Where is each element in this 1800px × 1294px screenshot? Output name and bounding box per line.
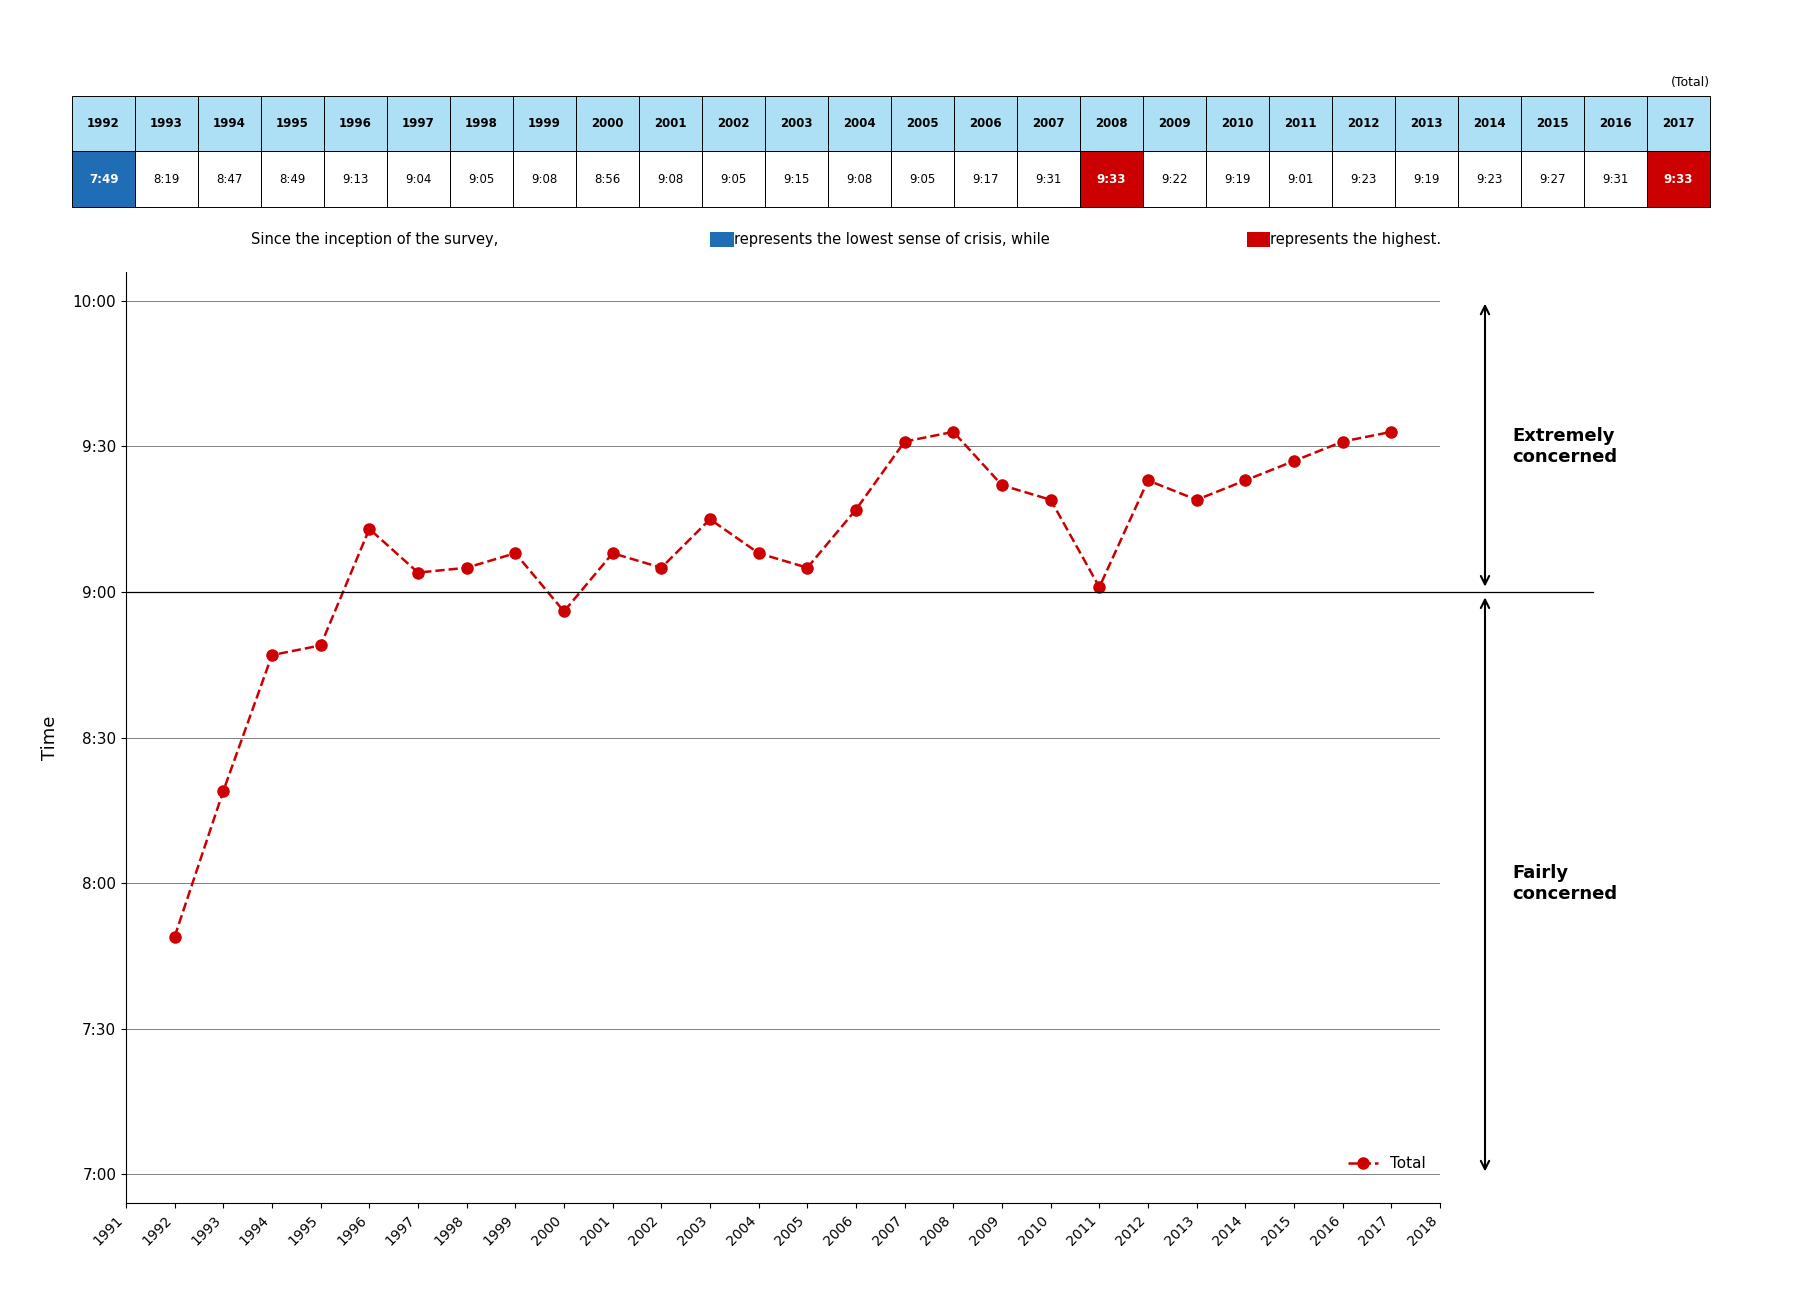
- Text: 2000: 2000: [590, 116, 625, 131]
- Text: 1995: 1995: [275, 116, 310, 131]
- Text: (Total): (Total): [1670, 76, 1710, 89]
- Text: 9:01: 9:01: [1287, 172, 1314, 186]
- Text: 1992: 1992: [86, 116, 121, 131]
- Text: 9:08: 9:08: [846, 172, 873, 186]
- Text: 9:33: 9:33: [1096, 172, 1127, 186]
- Text: 9:23: 9:23: [1350, 172, 1377, 186]
- Text: represents the lowest sense of crisis, while: represents the lowest sense of crisis, w…: [734, 232, 1049, 247]
- Text: 9:08: 9:08: [657, 172, 684, 186]
- Text: 2007: 2007: [1031, 116, 1066, 131]
- Text: 2013: 2013: [1409, 116, 1444, 131]
- Text: 9:05: 9:05: [468, 172, 495, 186]
- Text: 1999: 1999: [527, 116, 562, 131]
- Text: 2009: 2009: [1157, 116, 1192, 131]
- Text: 2004: 2004: [842, 116, 877, 131]
- Text: 2012: 2012: [1346, 116, 1381, 131]
- Text: 2014: 2014: [1472, 116, 1507, 131]
- Text: 2010: 2010: [1220, 116, 1255, 131]
- Text: 2006: 2006: [968, 116, 1003, 131]
- Text: 9:05: 9:05: [720, 172, 747, 186]
- Text: 7:49: 7:49: [88, 172, 119, 186]
- Text: represents the highest.: represents the highest.: [1271, 232, 1442, 247]
- Text: 1993: 1993: [149, 116, 184, 131]
- Text: 8:49: 8:49: [279, 172, 306, 186]
- Text: 2003: 2003: [779, 116, 814, 131]
- Text: 9:27: 9:27: [1539, 172, 1566, 186]
- Text: 1997: 1997: [401, 116, 436, 131]
- Text: 9:17: 9:17: [972, 172, 999, 186]
- Text: 9:05: 9:05: [909, 172, 936, 186]
- Text: 2016: 2016: [1598, 116, 1633, 131]
- Text: 2008: 2008: [1094, 116, 1129, 131]
- Text: 1998: 1998: [464, 116, 499, 131]
- Text: 9:31: 9:31: [1035, 172, 1062, 186]
- Text: 2005: 2005: [905, 116, 940, 131]
- Text: 9:23: 9:23: [1476, 172, 1503, 186]
- Text: Fairly
concerned: Fairly concerned: [1512, 864, 1616, 902]
- Text: 9:22: 9:22: [1161, 172, 1188, 186]
- Text: 2002: 2002: [716, 116, 751, 131]
- Text: 1994: 1994: [212, 116, 247, 131]
- Text: 2017: 2017: [1661, 116, 1696, 131]
- Text: 2001: 2001: [653, 116, 688, 131]
- Text: 9:08: 9:08: [531, 172, 558, 186]
- Text: 8:47: 8:47: [216, 172, 243, 186]
- Legend: Total: Total: [1341, 1150, 1433, 1178]
- Text: Since the inception of the survey,: Since the inception of the survey,: [252, 232, 499, 247]
- Text: Extremely
concerned: Extremely concerned: [1512, 427, 1616, 466]
- Text: 1996: 1996: [338, 116, 373, 131]
- Text: 9:19: 9:19: [1224, 172, 1251, 186]
- Text: 9:31: 9:31: [1602, 172, 1629, 186]
- Text: 2015: 2015: [1535, 116, 1570, 131]
- Text: 8:56: 8:56: [594, 172, 621, 186]
- Text: 2011: 2011: [1283, 116, 1318, 131]
- Text: 8:19: 8:19: [153, 172, 180, 186]
- Y-axis label: Time: Time: [41, 716, 59, 760]
- Text: 9:15: 9:15: [783, 172, 810, 186]
- Text: 9:33: 9:33: [1663, 172, 1694, 186]
- Text: 9:19: 9:19: [1413, 172, 1440, 186]
- Text: 9:04: 9:04: [405, 172, 432, 186]
- Text: 9:13: 9:13: [342, 172, 369, 186]
